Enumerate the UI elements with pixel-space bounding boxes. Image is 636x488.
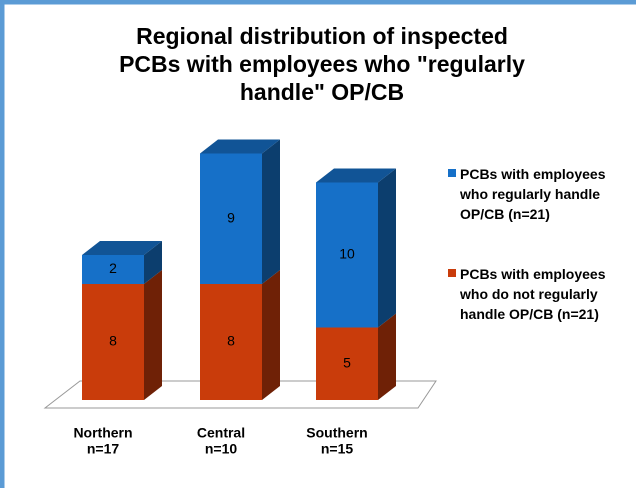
value-label: 2 [109,260,117,276]
bar-side [144,270,162,400]
bar [200,153,262,284]
value-label: 10 [339,246,355,262]
x-tick-label: Southern [306,425,367,441]
legend-label: PCBs with employees who regularly handle… [460,166,606,222]
bar-side [262,270,280,400]
bar-side [378,168,396,328]
x-tick-label: n=10 [205,441,238,457]
bar-top [316,168,396,183]
bar [200,284,262,400]
value-label: 8 [109,333,117,349]
x-tick-label: n=15 [321,441,354,457]
legend-swatch [448,169,456,177]
bar [316,182,378,328]
bar-side [144,241,162,284]
bar [316,327,378,400]
value-label: 8 [227,333,235,349]
legend-label: PCBs with employees who do not regularly… [460,266,606,322]
value-label: 9 [227,209,235,225]
bar-top [82,241,162,255]
x-tick-label: n=17 [87,441,120,457]
chart-title: handle" OP/CB [240,79,404,105]
bar-side [378,313,396,400]
bar [82,284,144,400]
legend-swatch [448,269,456,277]
bar-top [200,139,280,154]
bar-side [262,139,280,284]
value-label: 5 [343,354,351,370]
x-tick-label: Central [197,425,245,441]
chart-title: Regional distribution of inspected [136,23,508,49]
x-tick-label: Northern [73,425,132,441]
bar [82,255,144,284]
chart-title: PCBs with employees who "regularly [119,51,525,77]
